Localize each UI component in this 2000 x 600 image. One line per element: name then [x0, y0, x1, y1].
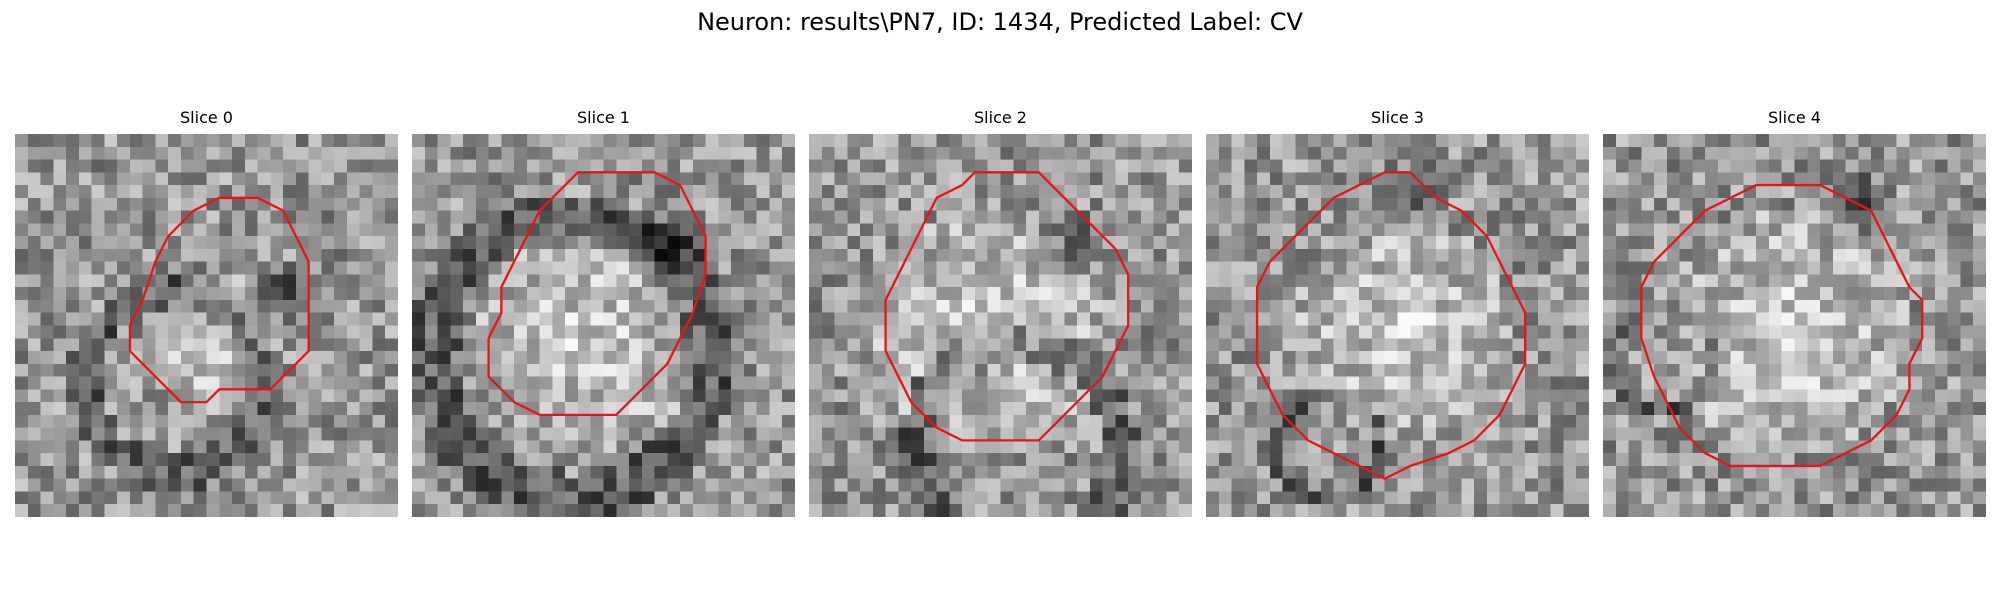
neuron-contour-overlay	[884, 171, 1130, 442]
slice-title: Slice 4	[1768, 108, 1821, 127]
slice-image	[1206, 134, 1589, 517]
neuron-contour-overlay	[1255, 171, 1527, 480]
neuron-contour	[128, 196, 310, 404]
slice-title: Slice 3	[1371, 108, 1424, 127]
slice-image	[412, 134, 795, 517]
slice-image	[1603, 134, 1986, 517]
slice-image	[809, 134, 1192, 517]
slice-title: Slice 0	[180, 108, 233, 127]
neuron-contour	[1640, 183, 1924, 468]
neuron-contour-overlay	[487, 171, 707, 417]
microscopy-slice-image	[412, 134, 795, 517]
figure-title: Neuron: results\PN7, ID: 1434, Predicted…	[697, 8, 1303, 36]
neuron-contour-overlay	[1640, 183, 1924, 468]
microscopy-slice-image	[15, 134, 398, 517]
neuron-contour	[1255, 171, 1527, 480]
slice-image	[15, 134, 398, 517]
slice-title: Slice 2	[974, 108, 1027, 127]
slice-title: Slice 1	[577, 108, 630, 127]
neuron-contour	[884, 171, 1130, 442]
neuron-contour-overlay	[128, 196, 310, 404]
neuron-contour	[487, 171, 707, 417]
